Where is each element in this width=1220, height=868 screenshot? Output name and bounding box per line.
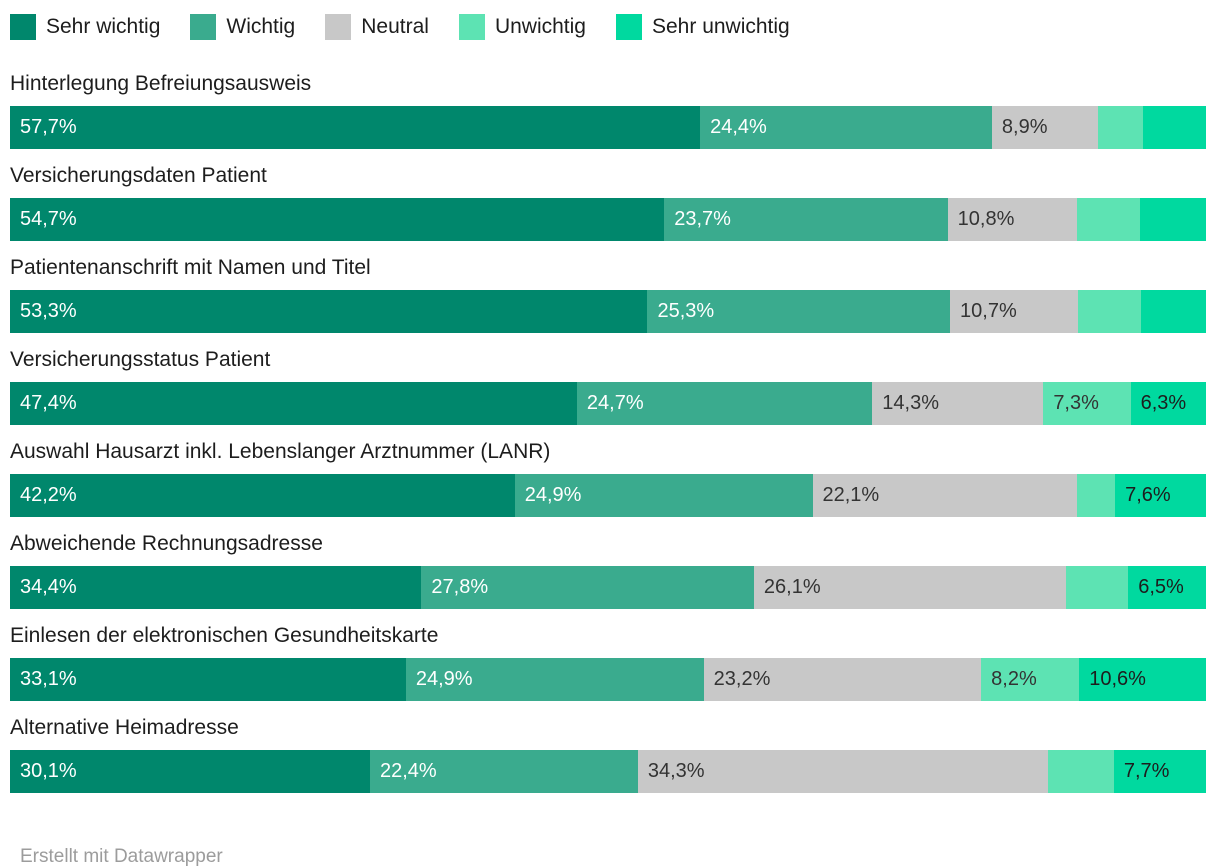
- category-label: Alternative Heimadresse: [10, 716, 239, 739]
- bar-segment-sehr-unwichtig: 7,7%: [1113, 750, 1206, 793]
- chart-row: Patientenanschrift mit Namen und Titel 53…: [10, 254, 1206, 333]
- bar-segment-sehr-unwichtig: [1142, 106, 1206, 149]
- stacked-bar: 47,4% 24,7% 14,3% 7,3% 6,3%: [10, 382, 1206, 425]
- bar-segment-neutral: 22,1%: [812, 474, 1077, 517]
- bar-segment-wichtig: 24,4%: [700, 106, 992, 149]
- bar-segment-sehr-wichtig: 53,3%: [10, 290, 648, 333]
- bar-segment-unwichtig: [1078, 290, 1142, 333]
- bar-segment-sehr-unwichtig: [1140, 198, 1206, 241]
- legend-item-unwichtig: Unwichtig: [458, 14, 586, 40]
- bar-segment-sehr-wichtig: 57,7%: [10, 106, 701, 149]
- bar-segment-sehr-wichtig: 42,2%: [10, 474, 515, 517]
- chart-row: Versicherungsstatus Patient 47,4% 24,7% 14,…: [10, 346, 1206, 425]
- stacked-bar: 57,7% 24,4% 8,9%: [10, 106, 1206, 149]
- bar-segment-sehr-wichtig: 34,4%: [10, 566, 422, 609]
- category-label: Hinterlegung Befreiungsausweis: [10, 72, 312, 95]
- chart-row: Abweichende Rechnungsadresse 34,4% 27,8% 26…: [10, 530, 1206, 609]
- chart-row: Alternative Heimadresse 30,1% 22,4% 34,3% 7,…: [10, 714, 1206, 793]
- stacked-bar: 42,2% 24,9% 22,1% 7,6%: [10, 474, 1206, 517]
- bar-segment-unwichtig: 8,2%: [981, 658, 1080, 701]
- bar-segment-unwichtig: 7,3%: [1043, 382, 1131, 425]
- chart-row: Versicherungsdaten Patient 54,7% 23,7% 10,8…: [10, 162, 1206, 241]
- legend: Sehr wichtig Wichtig Neutral Unwichtig Sehr …: [10, 14, 1206, 40]
- bar-segment-sehr-unwichtig: 7,6%: [1115, 474, 1206, 517]
- bar-segment-unwichtig: [1076, 198, 1141, 241]
- bar-segment-unwichtig: [1098, 106, 1143, 149]
- bar-segment-unwichtig: [1048, 750, 1114, 793]
- bar-segment-neutral: 26,1%: [753, 566, 1067, 609]
- bar-segment-wichtig: 23,7%: [664, 198, 948, 241]
- category-label: Versicherungsdaten Patient: [10, 164, 267, 187]
- bar-segment-neutral: 8,9%: [991, 106, 1099, 149]
- chart-row: Hinterlegung Befreiungsausweis 57,7% 24,4%…: [10, 70, 1206, 149]
- bar-segment-sehr-unwichtig: 6,3%: [1130, 382, 1206, 425]
- stacked-bar: 34,4% 27,8% 26,1% 6,5%: [10, 566, 1206, 609]
- legend-label: Wichtig: [226, 15, 296, 38]
- legend-swatch-icon: [10, 14, 36, 40]
- category-label: Abweichende Rechnungsadresse: [10, 532, 323, 555]
- chart-row: Einlesen der elektronischen Gesundheitsk…: [10, 622, 1206, 701]
- bar-segment-neutral: 23,2%: [703, 658, 982, 701]
- category-label: Patientenanschrift mit Namen und Titel: [10, 256, 371, 279]
- bar-segment-sehr-wichtig: 33,1%: [10, 658, 406, 701]
- bar-segment-wichtig: 22,4%: [369, 750, 638, 793]
- datawrapper-credit-link[interactable]: Erstellt mit Datawrapper: [20, 846, 223, 867]
- legend-swatch-icon: [458, 14, 485, 40]
- stacked-bar: 54,7% 23,7% 10,8%: [10, 198, 1206, 241]
- bar-segment-wichtig: 24,7%: [576, 382, 873, 425]
- bar-segment-sehr-unwichtig: 10,6%: [1079, 658, 1206, 701]
- legend-label: Sehr wichtig: [46, 15, 161, 38]
- category-label: Einlesen der elektronischen Gesundheitsk…: [10, 624, 439, 647]
- bar-segment-wichtig: 24,9%: [514, 474, 813, 517]
- stacked-bar: 53,3% 25,3% 10,7%: [10, 290, 1206, 333]
- bar-segment-sehr-wichtig: 47,4%: [10, 382, 577, 425]
- chart-row: Auswahl Hausarzt inkl. Lebenslanger Arzt…: [10, 438, 1206, 517]
- legend-item-sehr-unwichtig: Sehr unwichtig: [616, 14, 790, 40]
- legend-label: Unwichtig: [494, 15, 586, 38]
- bar-segment-wichtig: 27,8%: [421, 566, 754, 609]
- bar-segment-neutral: 10,7%: [950, 290, 1078, 333]
- category-label: Versicherungsstatus Patient: [10, 348, 271, 371]
- stacked-bar: 33,1% 24,9% 23,2% 8,2% 10,6%: [10, 658, 1206, 701]
- bar-segment-neutral: 14,3%: [872, 382, 1044, 425]
- bar-segment-wichtig: 24,9%: [405, 658, 704, 701]
- legend-item-neutral: Neutral: [325, 14, 429, 40]
- bar-segment-sehr-unwichtig: 6,5%: [1128, 566, 1206, 609]
- legend-item-wichtig: Wichtig: [190, 14, 295, 40]
- bar-segment-neutral: 10,8%: [947, 198, 1077, 241]
- bar-segment-sehr-wichtig: 54,7%: [10, 198, 665, 241]
- legend-swatch-icon: [325, 14, 352, 40]
- legend-label: Neutral: [361, 15, 429, 38]
- stacked-bar: 30,1% 22,4% 34,3% 7,7%: [10, 750, 1206, 793]
- bar-segment-sehr-unwichtig: [1141, 290, 1206, 333]
- legend-swatch-icon: [616, 14, 642, 40]
- legend-swatch-icon: [190, 14, 217, 40]
- legend-label: Sehr unwichtig: [652, 15, 790, 38]
- legend-item-sehr-wichtig: Sehr wichtig: [10, 14, 160, 40]
- bar-segment-unwichtig: [1076, 474, 1116, 517]
- bar-segment-unwichtig: [1066, 566, 1129, 609]
- chart-rows: Hinterlegung Befreiungsausweis 57,7% 24,4%…: [10, 70, 1206, 793]
- category-label: Auswahl Hausarzt inkl. Lebenslanger Arzt…: [10, 440, 551, 463]
- bar-segment-neutral: 34,3%: [637, 750, 1049, 793]
- bar-segment-wichtig: 25,3%: [647, 290, 951, 333]
- bar-segment-sehr-wichtig: 30,1%: [10, 750, 370, 793]
